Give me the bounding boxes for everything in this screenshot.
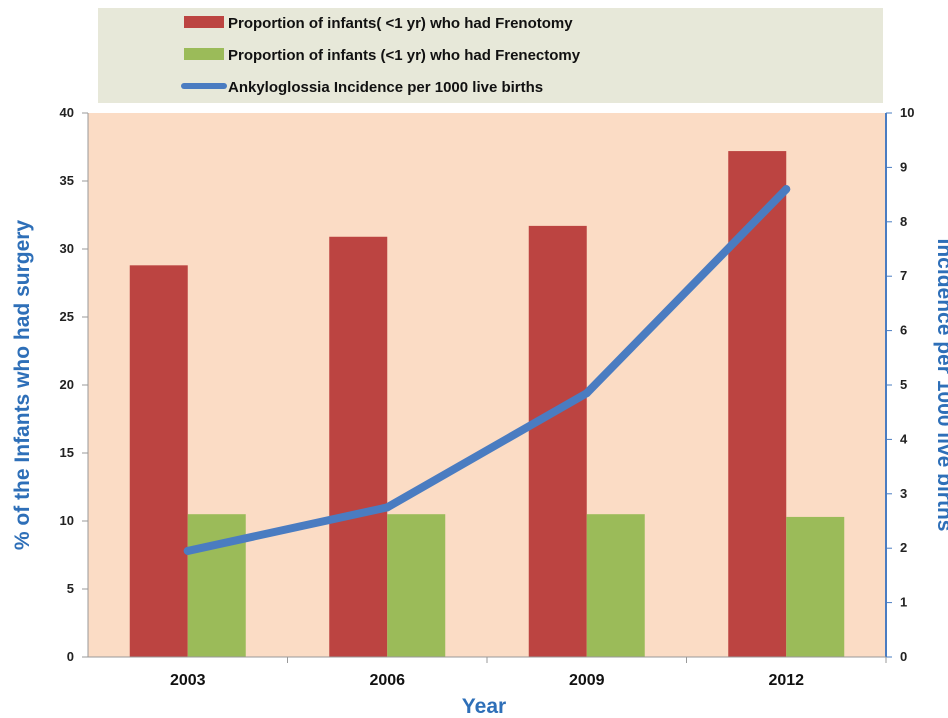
incidence-point-2012	[782, 185, 791, 194]
x-tick-label: 2003	[170, 672, 206, 689]
legend-swatch-frenectomy	[184, 48, 224, 60]
left-tick-label: 30	[60, 241, 74, 256]
legend-swatch-frenotomy	[184, 16, 224, 28]
right-tick-label: 2	[900, 540, 907, 555]
line-layer	[183, 185, 791, 555]
legend-label-frenectomy: Proportion of infants (<1 yr) who had Fr…	[228, 47, 581, 64]
bar-frenectomy-2012	[786, 516, 845, 657]
incidence-point-2009	[582, 389, 591, 398]
right-tick-label: 0	[900, 649, 907, 664]
left-tick-label: 0	[67, 649, 74, 664]
right-tick-label: 6	[900, 323, 907, 338]
left-tick-label: 10	[60, 513, 74, 528]
left-tick-label: 15	[60, 445, 74, 460]
right-tick-label: 10	[900, 105, 914, 120]
right-tick-label: 5	[900, 377, 907, 392]
left-axis-ticks: 0 5 10 15 20 25 30 35 40	[60, 105, 88, 664]
x-tick-label: 2006	[369, 672, 405, 689]
incidence-point-2003	[183, 546, 192, 555]
left-axis-title: % of the Infants who had surgery	[11, 220, 34, 551]
right-tick-label: 9	[900, 159, 907, 174]
bar-frenectomy-2009	[586, 514, 645, 657]
right-tick-label: 8	[900, 214, 907, 229]
x-axis-title: Year	[462, 695, 506, 718]
left-tick-label: 5	[67, 581, 74, 596]
left-tick-label: 20	[60, 377, 74, 392]
right-tick-label: 1	[900, 595, 907, 610]
legend-label-incidence: Ankyloglossia Incidence per 1000 live bi…	[228, 79, 543, 96]
legend: Proportion of infants( <1 yr) who had Fr…	[181, 15, 581, 96]
x-axis-ticks: 2003 2006 2009 2012	[170, 657, 887, 689]
legend-box	[98, 8, 883, 103]
left-tick-label: 25	[60, 309, 74, 324]
incidence-point-2006	[383, 503, 392, 512]
right-tick-label: 3	[900, 486, 907, 501]
bar-frenotomy-2006	[329, 236, 388, 657]
bar-frenotomy-2003	[129, 265, 188, 657]
incidence-line	[183, 185, 791, 555]
bar-frenotomy-2012	[728, 151, 787, 657]
right-axis-title: Incidence per 1000 live births	[933, 239, 948, 532]
bar-frenectomy-2006	[387, 514, 446, 657]
bar-frenotomy-2009	[528, 225, 587, 657]
x-tick-label: 2012	[768, 672, 804, 689]
left-tick-label: 40	[60, 105, 74, 120]
right-tick-label: 7	[900, 268, 907, 283]
right-axis-ticks: 0 1 2 3 4 5 6 7 8 9 10	[886, 105, 914, 664]
right-tick-label: 4	[900, 431, 908, 446]
left-tick-label: 35	[60, 173, 74, 188]
bar-layer	[129, 151, 845, 657]
x-tick-label: 2009	[569, 672, 605, 689]
bar-frenectomy-2003	[187, 514, 246, 657]
legend-label-frenotomy: Proportion of infants( <1 yr) who had Fr…	[228, 15, 573, 32]
